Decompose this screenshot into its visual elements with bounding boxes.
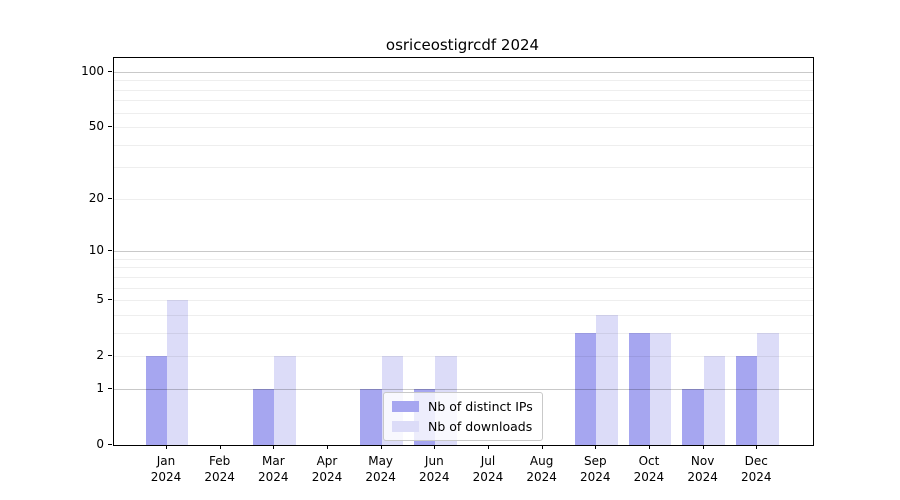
bar-nov-downloads: [703, 356, 725, 445]
y-tick-label: 5: [96, 292, 104, 307]
x-tick-label-jan: Jan 2024: [150, 454, 182, 484]
plot-area: Nb of distinct IPs Nb of downloads: [113, 57, 814, 446]
x-tick-label-aug: Aug 2024: [526, 454, 557, 484]
y-tick-label: 50: [88, 118, 104, 133]
x-tick-label-dec: Dec 2024: [740, 454, 772, 484]
bars-layer: [114, 58, 813, 445]
x-tick: [434, 445, 436, 449]
x-tick: [273, 445, 275, 449]
bar-oct-distinct-ips: [628, 332, 650, 445]
bar-jan-distinct-ips: [145, 356, 167, 445]
x-tick: [487, 445, 489, 449]
legend-label-downloads: Nb of downloads: [428, 419, 533, 434]
x-tick-label-mar: Mar 2024: [258, 454, 289, 484]
y-tick: [108, 444, 112, 445]
y-tick-label: 0: [96, 437, 104, 451]
bar-sep-downloads: [596, 314, 618, 445]
bar-nov-distinct-ips: [682, 388, 704, 445]
x-tick-label-may: May 2024: [365, 454, 396, 484]
x-tick-label-apr: Apr 2024: [311, 454, 343, 484]
x-tick: [219, 445, 221, 449]
legend-entry-distinct-ips: Nb of distinct IPs: [392, 399, 533, 414]
y-tick-label: 10: [88, 243, 104, 258]
bar-dec-downloads: [757, 332, 779, 445]
x-tick: [380, 445, 382, 449]
x-tick: [756, 445, 758, 449]
legend-swatch-downloads: [392, 421, 419, 432]
y-tick: [108, 355, 112, 357]
y-tick: [108, 125, 112, 127]
x-tick-label-jul: Jul 2024: [472, 454, 504, 484]
y-tick-label: 20: [88, 190, 104, 205]
x-tick: [166, 445, 167, 449]
legend-label-distinct-ips: Nb of distinct IPs: [428, 399, 533, 414]
bar-jan-downloads: [167, 300, 189, 445]
bar-mar-distinct-ips: [252, 388, 275, 445]
x-tick-label-oct: Oct 2024: [633, 454, 665, 484]
legend-entry-downloads: Nb of downloads: [392, 419, 533, 434]
bar-sep-distinct-ips: [574, 332, 597, 445]
x-tick: [702, 445, 704, 449]
x-tick: [648, 445, 650, 449]
y-tick: [108, 250, 112, 252]
legend-swatch-distinct-ips: [392, 401, 419, 412]
y-tick-label: 1: [96, 380, 104, 395]
chart-title: osriceostigrcdf 2024: [385, 36, 540, 54]
bar-dec-distinct-ips: [735, 356, 758, 445]
x-tick: [595, 445, 597, 449]
x-tick: [541, 445, 543, 449]
y-tick: [108, 197, 112, 199]
x-tick: [326, 445, 328, 449]
legend: Nb of distinct IPs Nb of downloads: [383, 392, 543, 441]
y-tick: [108, 70, 112, 72]
y-tick-label: 2: [96, 348, 104, 363]
y-tick-label: 100: [81, 63, 104, 78]
x-tick-label-feb: Feb 2024: [204, 454, 235, 484]
bar-may-distinct-ips: [360, 388, 382, 445]
bar-mar-downloads: [274, 356, 296, 445]
x-tick-label-nov: Nov 2024: [687, 454, 718, 484]
y-tick: [108, 387, 112, 389]
x-tick-label-sep: Sep 2024: [579, 454, 611, 484]
y-tick: [108, 299, 112, 301]
x-tick-label-jun: Jun 2024: [419, 454, 450, 484]
bar-oct-downloads: [649, 332, 672, 445]
